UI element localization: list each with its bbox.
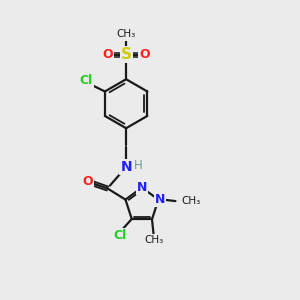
Text: CH₃: CH₃ bbox=[144, 235, 163, 245]
Text: CH₃: CH₃ bbox=[116, 29, 136, 39]
Text: N: N bbox=[137, 181, 147, 194]
Text: O: O bbox=[139, 48, 150, 61]
Text: N: N bbox=[155, 193, 165, 206]
Text: H: H bbox=[134, 159, 143, 172]
Text: O: O bbox=[82, 175, 93, 188]
Text: CH₃: CH₃ bbox=[182, 196, 201, 206]
Text: Cl: Cl bbox=[80, 74, 93, 87]
Text: O: O bbox=[102, 48, 113, 61]
Text: N: N bbox=[120, 160, 132, 174]
Text: S: S bbox=[121, 47, 132, 62]
Text: Cl: Cl bbox=[113, 229, 126, 242]
